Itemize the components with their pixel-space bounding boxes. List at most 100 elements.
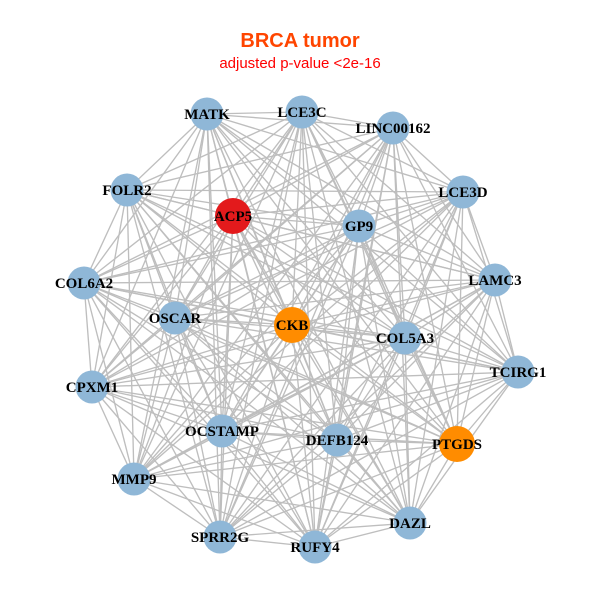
node-LCE3C[interactable]: LCE3C	[277, 95, 327, 129]
node-COL5A3[interactable]: COL5A3	[376, 321, 434, 355]
node-CKB[interactable]: CKB	[274, 307, 310, 343]
edge-LINC00162-GP9	[358, 127, 394, 227]
edge-MMP9-RUFY4	[133, 478, 316, 548]
edge-OSCAR-TCIRG1	[174, 317, 519, 373]
node-circle-OCSTAMP[interactable]	[205, 414, 239, 448]
node-label-DAZL: DAZL	[389, 516, 431, 532]
edge-GP9-DAZL	[358, 225, 411, 524]
node-circle-TCIRG1[interactable]	[501, 355, 535, 389]
node-circle-LCE3C[interactable]	[285, 95, 319, 129]
edge-LCE3C-ACP5	[232, 111, 303, 217]
edge-GP9-OSCAR	[174, 225, 360, 319]
node-PTGDS[interactable]: PTGDS	[432, 426, 482, 462]
node-label-CKB: CKB	[276, 318, 309, 334]
edge-LCE3D-CKB	[291, 191, 464, 326]
edge-CPXM1-RUFY4	[91, 386, 316, 548]
node-circle-LCE3D[interactable]	[446, 175, 480, 209]
node-circle-FOLR2[interactable]	[110, 173, 144, 207]
edge-OCSTAMP-MMP9	[133, 430, 223, 480]
edge-LCE3D-DAZL	[409, 191, 464, 524]
edge-COL6A2-MMP9	[83, 282, 135, 480]
node-circle-GP9[interactable]	[342, 209, 376, 243]
node-label-COL6A2: COL6A2	[55, 276, 113, 292]
edge-GP9-LAMC3	[358, 225, 496, 281]
edge-COL5A3-DAZL	[404, 337, 411, 524]
node-RUFY4[interactable]: RUFY4	[290, 530, 340, 564]
edge-CKB-SPRR2G	[219, 324, 293, 538]
edge-MATK-FOLR2	[126, 113, 208, 191]
edge-OSCAR-SPRR2G	[174, 317, 221, 538]
edge-LINC00162-ACP5	[232, 127, 394, 217]
edge-OCSTAMP-RUFY4	[221, 430, 316, 548]
edge-COL5A3-PTGDS	[404, 337, 458, 445]
node-GP9[interactable]: GP9	[342, 209, 376, 243]
node-circle-CPXM1[interactable]	[75, 370, 109, 404]
node-label-ACP5: ACP5	[214, 209, 252, 225]
node-MATK[interactable]: MATK	[184, 97, 230, 131]
node-circle-DAZL[interactable]	[393, 506, 427, 540]
edge-LCE3D-OSCAR	[174, 191, 464, 319]
node-TCIRG1[interactable]: TCIRG1	[490, 355, 547, 389]
node-circle-MMP9[interactable]	[117, 462, 151, 496]
node-circle-OSCAR[interactable]	[158, 301, 192, 335]
node-MMP9[interactable]: MMP9	[112, 462, 157, 496]
edge-ACP5-MMP9	[133, 215, 234, 480]
node-label-LCE3D: LCE3D	[438, 185, 487, 201]
node-LINC00162[interactable]: LINC00162	[355, 111, 431, 145]
node-LCE3D[interactable]: LCE3D	[438, 175, 488, 209]
node-label-TCIRG1: TCIRG1	[490, 365, 547, 381]
edge-OSCAR-CPXM1	[91, 317, 176, 388]
node-label-PTGDS: PTGDS	[432, 437, 482, 453]
edge-LCE3C-FOLR2	[126, 111, 303, 191]
edge-OCSTAMP-SPRR2G	[219, 430, 223, 538]
edge-FOLR2-COL6A2	[83, 189, 128, 284]
edge-GP9-SPRR2G	[219, 225, 360, 538]
node-label-RUFY4: RUFY4	[290, 540, 340, 556]
node-circle-ACP5[interactable]	[215, 198, 251, 234]
node-label-GP9: GP9	[345, 219, 373, 235]
edge-ACP5-CPXM1	[91, 215, 234, 388]
node-CPXM1[interactable]: CPXM1	[66, 370, 119, 404]
edge-DEFB124-SPRR2G	[219, 439, 338, 538]
edge-CPXM1-MMP9	[91, 386, 135, 480]
edge-TCIRG1-OCSTAMP	[221, 371, 519, 432]
node-circle-PTGDS[interactable]	[439, 426, 475, 462]
node-circle-MATK[interactable]	[190, 97, 224, 131]
node-LAMC3[interactable]: LAMC3	[468, 263, 522, 297]
node-DAZL[interactable]: DAZL	[389, 506, 431, 540]
node-circle-COL6A2[interactable]	[67, 266, 101, 300]
edge-LAMC3-OSCAR	[174, 279, 496, 319]
node-OCSTAMP[interactable]: OCSTAMP	[185, 414, 259, 448]
node-circle-LAMC3[interactable]	[478, 263, 512, 297]
edge-COL6A2-DAZL	[83, 282, 411, 524]
edge-LCE3D-GP9	[358, 191, 464, 227]
node-circle-COL5A3[interactable]	[388, 321, 422, 355]
edge-LCE3C-MMP9	[133, 111, 303, 480]
node-circle-RUFY4[interactable]	[298, 530, 332, 564]
node-SPRR2G[interactable]: SPRR2G	[191, 520, 250, 554]
edge-TCIRG1-MMP9	[133, 371, 519, 480]
node-ACP5[interactable]: ACP5	[214, 198, 252, 234]
edge-LCE3C-LAMC3	[301, 111, 496, 281]
node-OSCAR[interactable]: OSCAR	[149, 301, 202, 335]
edge-LCE3C-SPRR2G	[219, 111, 303, 538]
node-circle-SPRR2G[interactable]	[203, 520, 237, 554]
node-COL6A2[interactable]: COL6A2	[55, 266, 113, 300]
edge-PTGDS-SPRR2G	[219, 443, 458, 538]
edge-DEFB124-MMP9	[133, 439, 338, 480]
edge-LINC00162-CPXM1	[91, 127, 394, 388]
edge-GP9-TCIRG1	[358, 225, 519, 373]
edge-FOLR2-SPRR2G	[126, 189, 221, 538]
node-circle-CKB[interactable]	[274, 307, 310, 343]
edge-LINC00162-OCSTAMP	[221, 127, 394, 432]
edge-LCE3C-COL6A2	[83, 111, 303, 284]
node-label-OSCAR: OSCAR	[149, 311, 202, 327]
node-circle-LINC00162[interactable]	[376, 111, 410, 145]
node-label-COL5A3: COL5A3	[376, 331, 434, 347]
node-FOLR2[interactable]: FOLR2	[102, 173, 152, 207]
edge-SPRR2G-DAZL	[219, 522, 411, 538]
node-circle-DEFB124[interactable]	[320, 423, 354, 457]
node-DEFB124[interactable]: DEFB124	[306, 423, 369, 457]
edge-CPXM1-OCSTAMP	[91, 386, 223, 432]
